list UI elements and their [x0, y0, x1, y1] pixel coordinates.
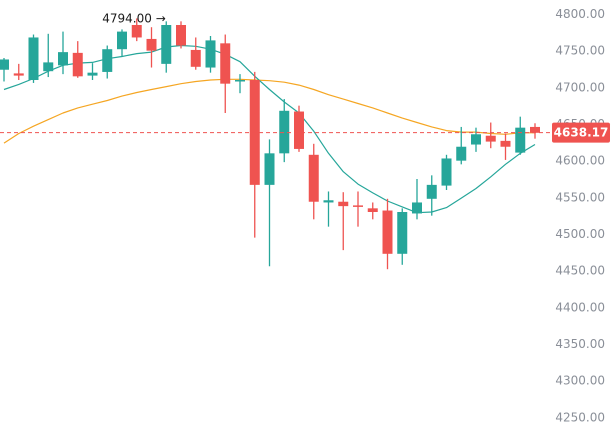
candle-body — [441, 158, 452, 186]
candle-down — [13, 63, 24, 80]
candle-body — [456, 146, 467, 161]
candle-body — [117, 31, 127, 50]
candle-up — [43, 33, 54, 78]
candle-down — [500, 133, 511, 160]
candle-body — [264, 153, 275, 185]
candle-up — [279, 99, 290, 163]
y-tick-label: 4300.00 — [555, 374, 605, 388]
candle-body — [353, 205, 363, 207]
candle-down — [176, 21, 186, 49]
candle-down — [485, 122, 496, 149]
candle-body — [294, 111, 304, 149]
candle-down — [353, 191, 363, 227]
y-tick-label: 4800.00 — [555, 7, 605, 21]
candle-up — [205, 36, 216, 73]
candle-body — [146, 38, 157, 51]
candle-body — [102, 49, 113, 72]
candle-down — [338, 192, 349, 251]
candle-body — [0, 59, 9, 70]
candle-up — [456, 126, 467, 165]
candle-up — [515, 116, 526, 155]
candle-down — [367, 202, 378, 220]
candle-body — [131, 25, 142, 38]
candle-up — [397, 208, 408, 265]
moving-average-fast — [3, 44, 536, 214]
candle-body — [397, 212, 408, 254]
candle-body — [220, 43, 231, 84]
candle-down — [308, 143, 319, 220]
candle-body — [58, 52, 68, 66]
candle-body — [279, 110, 290, 154]
candle-body — [338, 201, 349, 207]
y-tick-label: 4750.00 — [555, 44, 605, 58]
candle-body — [382, 210, 393, 254]
candle-body — [235, 80, 245, 82]
candle-down — [382, 198, 393, 270]
current-price-label: 4638.17 — [554, 126, 609, 140]
y-axis: 4800.004750.004700.004650.004600.004550.… — [555, 7, 605, 424]
candle-up — [235, 74, 245, 94]
candle-body — [205, 40, 216, 68]
candle-down — [146, 27, 157, 68]
candle-up — [264, 139, 275, 267]
candle-up — [412, 179, 422, 220]
candle-body — [308, 154, 319, 202]
candle-body — [485, 135, 496, 142]
candle-body — [426, 184, 437, 199]
high-annotation: 4794.00 → — [102, 11, 166, 25]
candle-up — [117, 29, 127, 57]
y-tick-label: 4400.00 — [555, 300, 605, 314]
current-price-indicator: 4638.17 — [0, 122, 610, 143]
candle-up — [441, 154, 452, 190]
candle-down — [72, 41, 83, 78]
candle-body — [500, 140, 511, 147]
candle-body — [515, 127, 526, 153]
candle-body — [471, 134, 481, 145]
candles — [0, 18, 540, 270]
candle-body — [161, 25, 172, 64]
candle-up — [58, 31, 68, 75]
candle-body — [323, 200, 334, 203]
candle-body — [190, 49, 201, 67]
ma-fast-line — [3, 44, 536, 214]
y-tick-label: 4500.00 — [555, 227, 605, 241]
candle-body — [28, 37, 39, 80]
candle-up — [28, 34, 39, 83]
candle-up — [0, 58, 9, 82]
candle-body — [530, 126, 540, 133]
candle-down — [530, 123, 540, 139]
candle-up — [161, 21, 172, 73]
candle-down — [220, 34, 231, 113]
candle-up — [426, 175, 437, 216]
high-annotation-label: 4794.00 → — [102, 11, 166, 25]
candle-body — [43, 62, 54, 72]
candle-body — [412, 202, 422, 214]
candle-body — [176, 25, 186, 46]
candle-body — [367, 208, 378, 212]
y-tick-label: 4450.00 — [555, 264, 605, 278]
candle-down — [294, 105, 304, 152]
candle-up — [87, 63, 98, 80]
y-tick-label: 4350.00 — [555, 337, 605, 351]
ma-slow-line — [3, 78, 535, 144]
y-tick-label: 4700.00 — [555, 80, 605, 94]
y-tick-label: 4600.00 — [555, 154, 605, 168]
y-tick-label: 4250.00 — [555, 410, 605, 424]
candle-up — [323, 191, 334, 227]
moving-average-slow — [3, 78, 535, 144]
candle-body — [72, 52, 83, 77]
candle-down — [249, 71, 260, 238]
candle-up — [102, 45, 113, 79]
candle-body — [13, 73, 24, 76]
candle-down — [131, 18, 142, 42]
candle-up — [471, 127, 481, 152]
candle-down — [190, 37, 201, 70]
current-price-tag — [552, 122, 610, 143]
y-tick-label: 4550.00 — [555, 190, 605, 204]
candle-body — [87, 72, 98, 76]
